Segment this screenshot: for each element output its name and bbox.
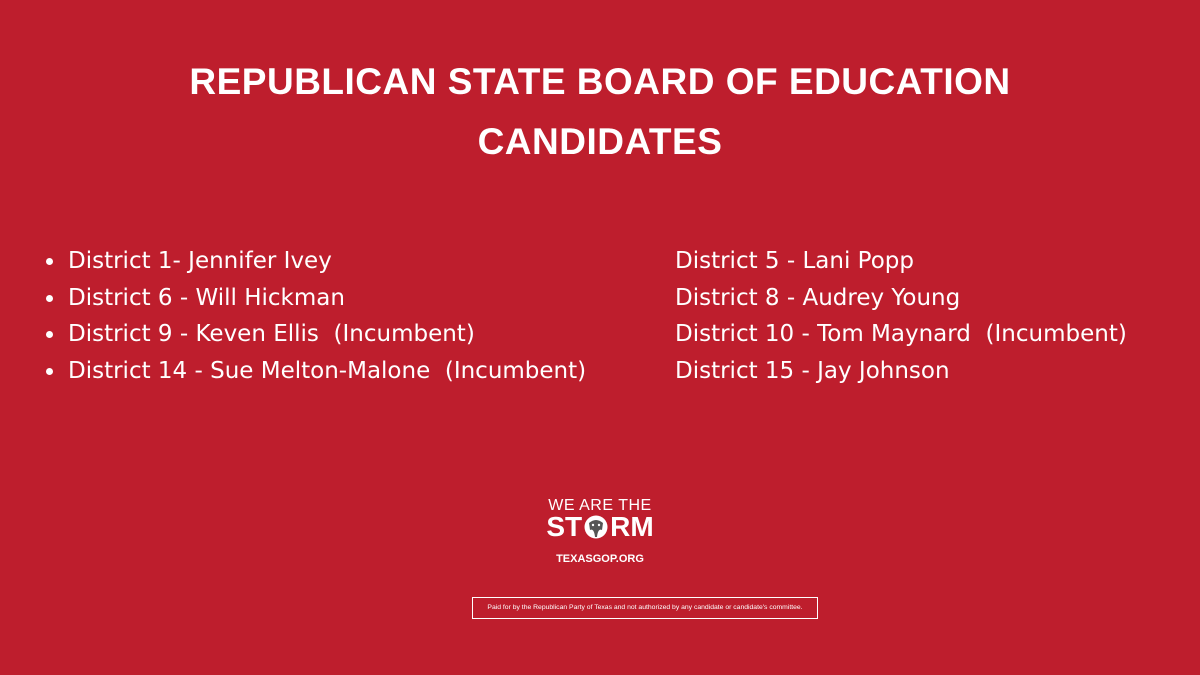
- candidate-item: District 6 - Will Hickman: [46, 280, 586, 317]
- candidate-item: District 8 - Audrey Young: [675, 284, 961, 311]
- candidate-item: District 15 - Jay Johnson: [675, 357, 950, 384]
- right-list: District 5 - Lani Popp District 8 - Audre…: [675, 243, 1127, 389]
- title: REPUBLICAN STATE BOARD OF EDUCATION CAND…: [189, 61, 1011, 162]
- elephant-icon: [584, 515, 608, 539]
- candidate-item: District 10 - Tom Maynard (Incumbent): [675, 321, 1127, 347]
- candidate-item: District 1- Jennifer Ivey: [46, 243, 586, 280]
- candidate-item: District 14 - Sue Melton-Malone (Incumbe…: [46, 353, 586, 390]
- candidate-item: District 5 - Lani Popp: [675, 248, 914, 274]
- website: TEXASGOP.ORG: [556, 553, 644, 565]
- logo-start: ST: [546, 511, 583, 542]
- disclaimer: Paid for by the Republican Party of Texa…: [472, 597, 818, 619]
- logo-top: WE ARE THE: [548, 497, 652, 514]
- logo-word: ST RM: [0, 511, 1200, 543]
- candidate-item: District 9 - Keven Ellis (Incumbent): [46, 316, 586, 353]
- logo-end: RM: [610, 511, 654, 542]
- left-list: District 1- Jennifer Ivey District 6 - Wi…: [46, 243, 586, 389]
